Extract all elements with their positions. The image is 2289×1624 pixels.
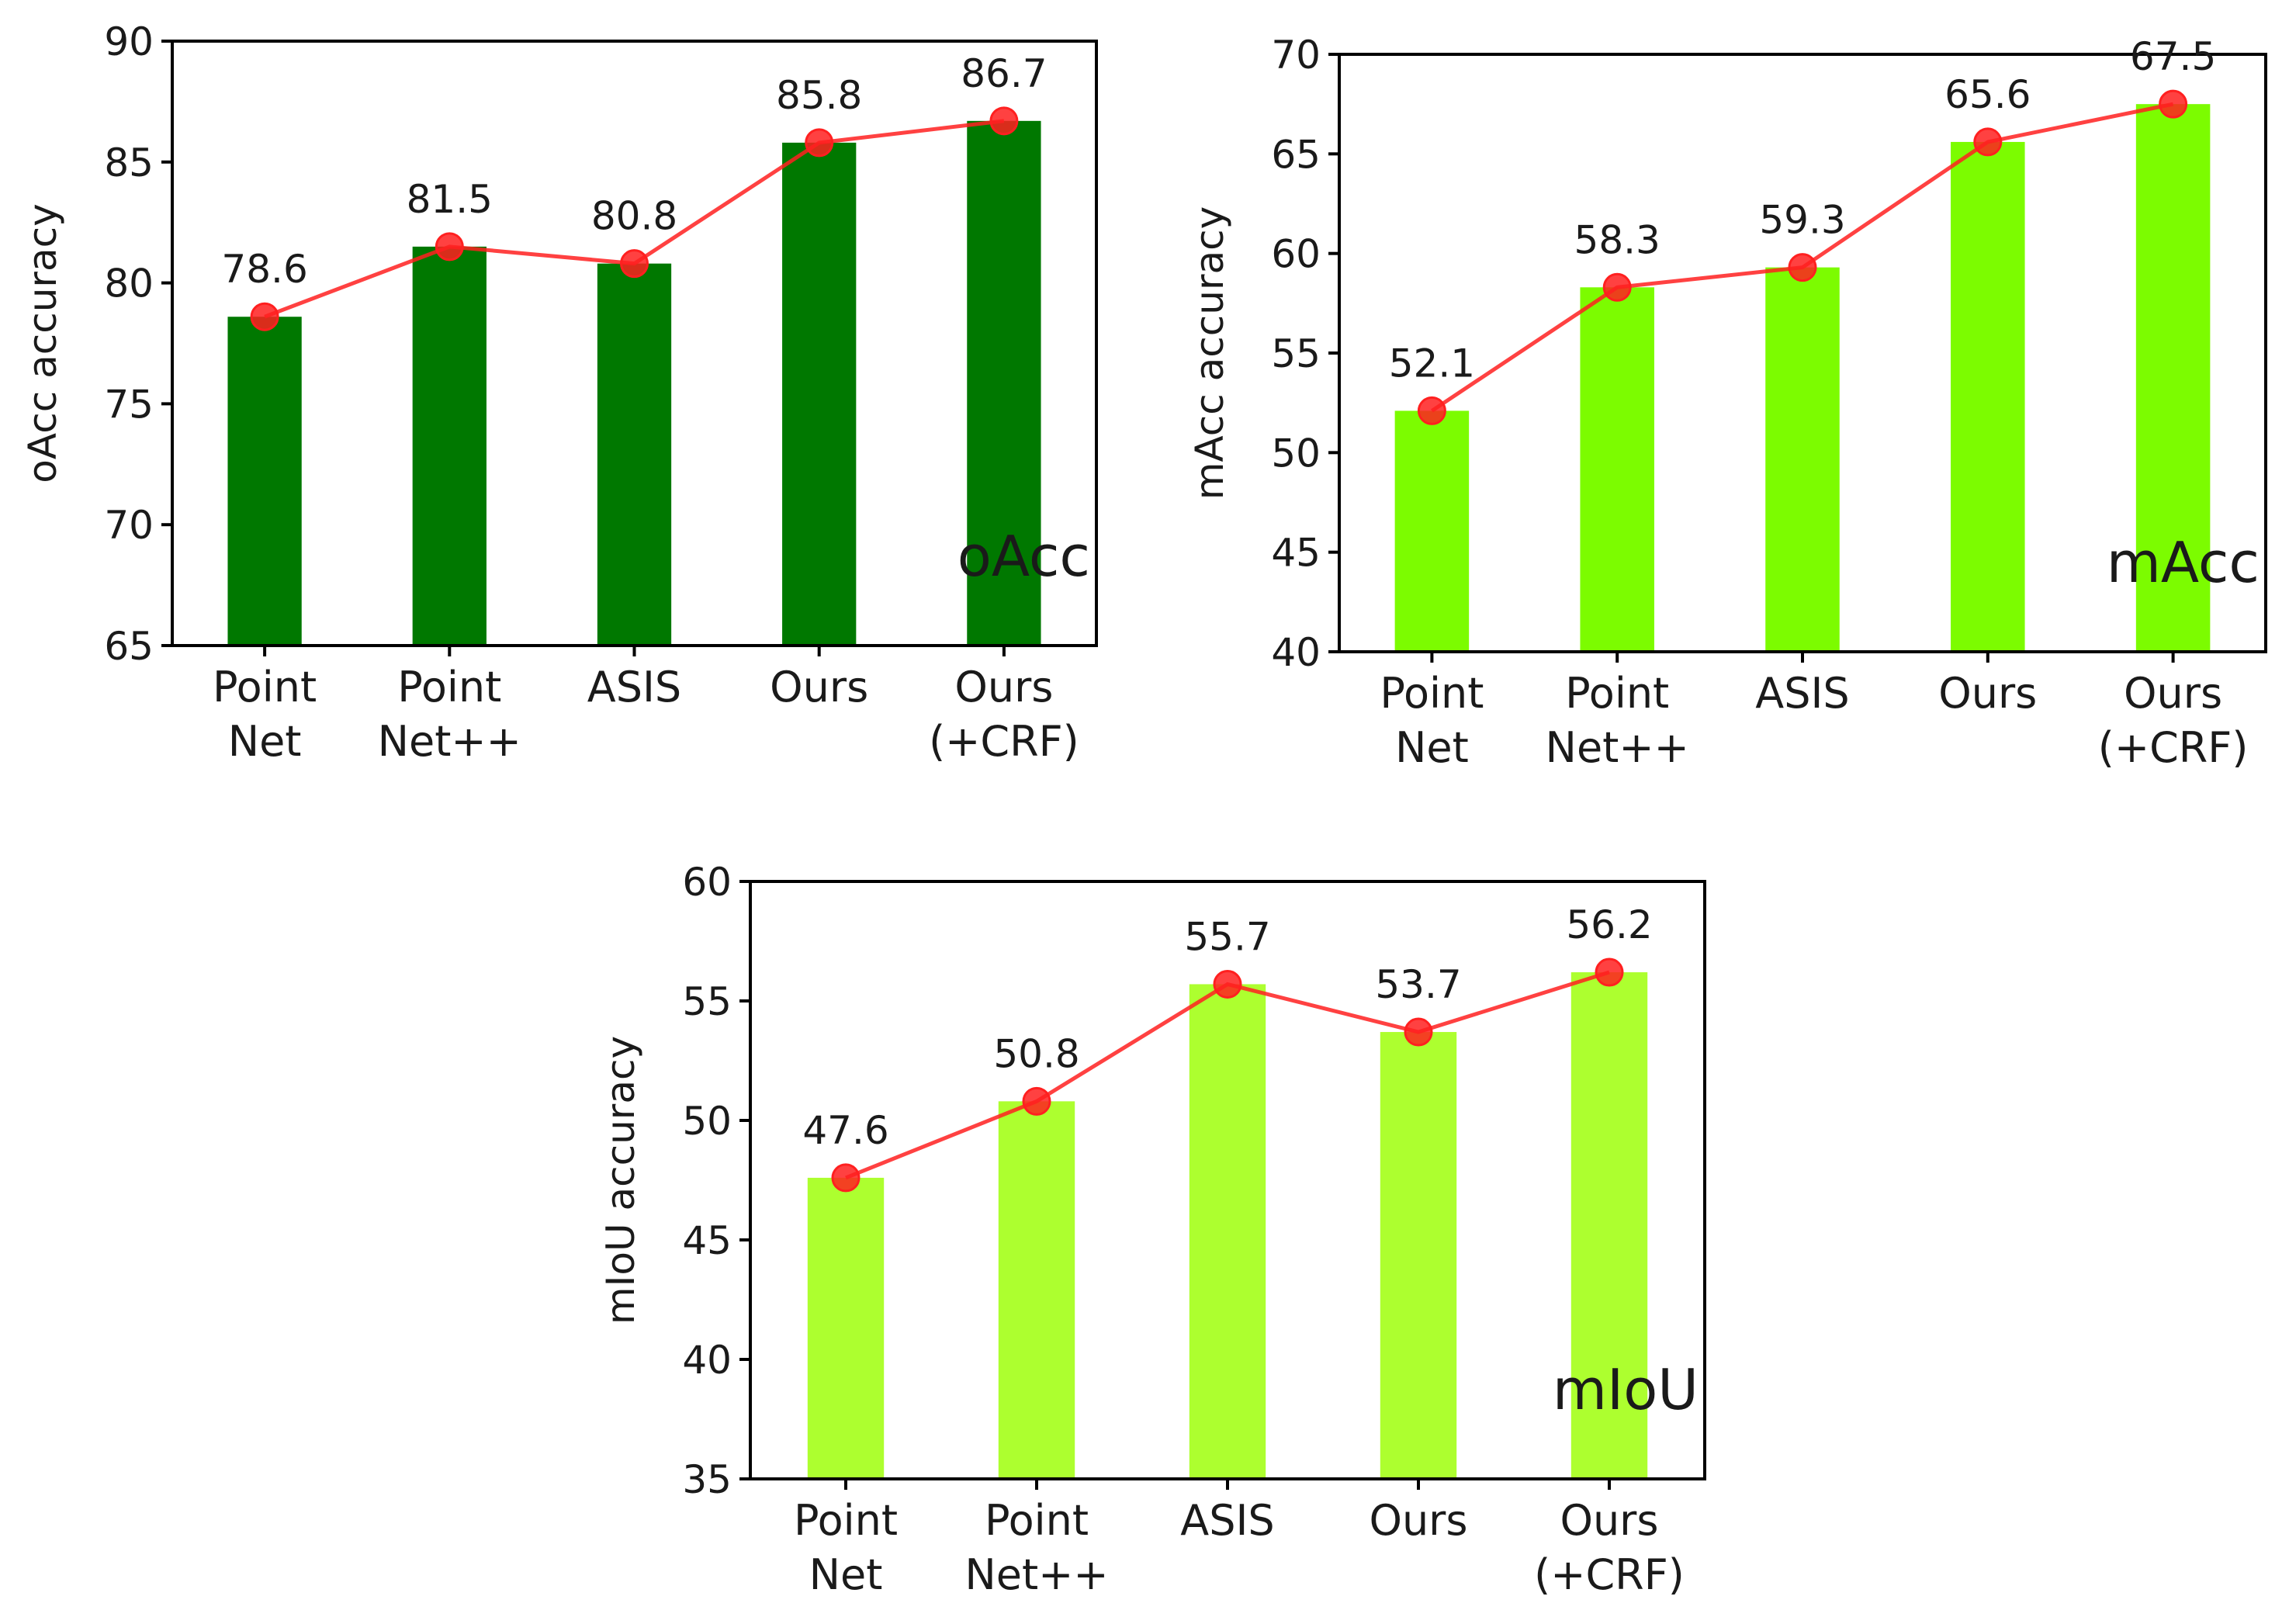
oacc-trend-point [250, 302, 279, 331]
miou-trend-point [831, 1163, 861, 1193]
macc-trend-point [2159, 89, 2188, 119]
macc-x-tick-label: Point Net++ [1546, 669, 1689, 772]
miou-y-axis-title: mIoU accuracy [598, 1036, 643, 1324]
macc-data-label: 58.3 [1574, 217, 1660, 262]
miou-data-label: 47.6 [802, 1108, 888, 1153]
macc-corner-label: mAcc [2107, 530, 2260, 595]
oacc-x-tick-label: Ours [770, 663, 868, 712]
miou-bar [998, 1101, 1075, 1479]
miou-trend-point [1022, 1086, 1051, 1116]
oacc-x-tick-label: Point Net [213, 663, 317, 766]
macc-x-tick-label: ASIS [1755, 669, 1849, 718]
miou-x-tick-label: Point Net++ [964, 1496, 1108, 1599]
chart-macc: 40 45 50 55 60 65 70 Point Net Point Net++ ASIS Ours… [1187, 33, 2267, 772]
miou-corner-label: mIoU [1553, 1357, 1699, 1422]
macc-data-label: 52.1 [1389, 341, 1475, 386]
macc-y-tick-label: 50 [1271, 431, 1321, 476]
oacc-data-label: 80.8 [591, 194, 677, 239]
macc-bar [1394, 410, 1470, 652]
macc-x-tick-label: Point Net [1380, 669, 1484, 772]
oacc-trend-point [989, 106, 1019, 136]
macc-x-tick-label: Ours (+CRF) [2098, 669, 2249, 772]
macc-bar [1580, 287, 1654, 652]
miou-y-tick-label: 50 [682, 1099, 732, 1144]
oacc-trend-point [435, 232, 464, 261]
miou-y-tick-label: 45 [682, 1218, 732, 1263]
oacc-y-tick-label: 80 [104, 261, 154, 306]
macc-data-label: 67.5 [2130, 34, 2216, 79]
macc-y-tick-label: 40 [1271, 630, 1321, 675]
macc-trend-point [1788, 253, 1817, 282]
miou-trend-point [1404, 1017, 1433, 1047]
miou-y-tick-label: 35 [682, 1457, 732, 1502]
miou-data-label: 50.8 [993, 1031, 1079, 1076]
miou-x-tick-label: ASIS [1180, 1496, 1274, 1545]
miou-x-tick-label: Ours (+CRF) [1534, 1496, 1685, 1599]
miou-data-label: 56.2 [1566, 902, 1652, 947]
miou-data-label: 53.7 [1375, 962, 1461, 1007]
oacc-bar [227, 317, 302, 646]
macc-bar [1765, 267, 1840, 652]
macc-bar [2135, 104, 2211, 652]
macc-data-label: 59.3 [1759, 198, 1845, 243]
macc-trend-point [1417, 396, 1446, 425]
miou-y-tick-label: 60 [682, 860, 732, 905]
chart-miou: 35 40 45 50 55 60 Point Net Point Net++ ASIS Ours Ou… [598, 860, 1706, 1599]
miou-x-tick-label: Point Net [794, 1496, 898, 1599]
oacc-x-tick-label: Ours (+CRF) [929, 663, 1079, 766]
macc-trend-point [1602, 272, 1632, 302]
macc-y-tick-label: 45 [1271, 531, 1321, 576]
oacc-data-label: 78.6 [221, 247, 307, 292]
oacc-x-tick-label: ASIS [587, 663, 681, 712]
macc-y-axis-title: mAcc accuracy [1187, 206, 1232, 500]
miou-data-label: 55.7 [1184, 914, 1270, 959]
oacc-data-label: 81.5 [407, 177, 493, 222]
miou-bar [807, 1177, 885, 1479]
oacc-bar [597, 263, 672, 646]
oacc-y-tick-label: 70 [104, 503, 154, 548]
oacc-x-tick-label: Point Net++ [378, 663, 521, 766]
oacc-trend-point [620, 249, 649, 279]
miou-bar [1570, 972, 1648, 1479]
oacc-y-tick-label: 75 [104, 382, 154, 427]
miou-bar [1380, 1032, 1457, 1479]
chart-oacc: 65 70 75 80 85 90 Point Net Point Net++ ASIS Ours Ou… [20, 19, 1098, 766]
oacc-bar [967, 120, 1041, 646]
oacc-y-tick-label: 85 [104, 140, 154, 185]
oacc-y-axis-title: oAcc accuracy [20, 203, 65, 483]
macc-y-tick-label: 65 [1271, 132, 1321, 177]
macc-bar [1951, 141, 2025, 652]
oacc-corner-label: oAcc [958, 524, 1090, 589]
miou-y-tick-label: 55 [682, 979, 732, 1024]
oacc-y-tick-label: 90 [104, 19, 154, 64]
macc-y-tick-label: 55 [1271, 331, 1321, 376]
macc-y-tick-label: 70 [1271, 33, 1321, 78]
oacc-bar [782, 142, 857, 646]
macc-y-tick-label: 60 [1271, 232, 1321, 277]
oacc-trend-point [805, 128, 834, 158]
oacc-bar [412, 246, 487, 646]
miou-x-tick-label: Ours [1369, 1496, 1467, 1545]
macc-x-tick-label: Ours [1938, 669, 2037, 718]
macc-data-label: 65.6 [1944, 72, 2031, 117]
oacc-y-tick-label: 65 [104, 624, 154, 669]
miou-trend-point [1595, 957, 1624, 987]
oacc-data-label: 85.8 [776, 73, 862, 118]
miou-trend-point [1213, 969, 1242, 999]
miou-y-tick-label: 40 [682, 1338, 732, 1383]
miou-bar [1189, 984, 1266, 1479]
oacc-data-label: 86.7 [961, 51, 1047, 96]
macc-trend-point [1973, 127, 2003, 157]
